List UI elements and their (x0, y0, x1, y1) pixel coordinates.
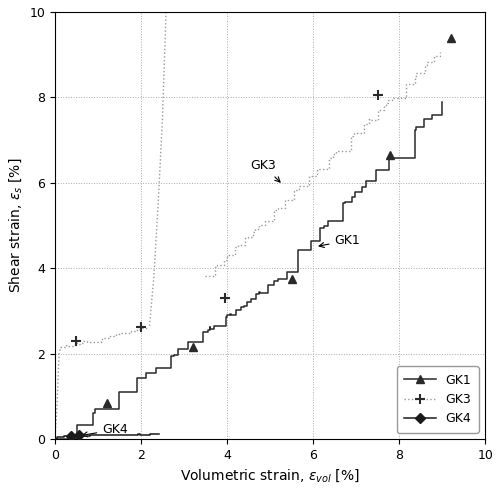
Text: GK3: GK3 (250, 159, 280, 182)
Text: GK4: GK4 (82, 423, 128, 437)
X-axis label: Volumetric strain, $\varepsilon_{vol}$ [%]: Volumetric strain, $\varepsilon_{vol}$ [… (180, 467, 360, 484)
Y-axis label: Shear strain, $\varepsilon_s$ [%]: Shear strain, $\varepsilon_s$ [%] (7, 158, 24, 293)
Legend: GK1, GK3, GK4: GK1, GK3, GK4 (397, 366, 479, 433)
Text: GK1: GK1 (319, 234, 360, 247)
